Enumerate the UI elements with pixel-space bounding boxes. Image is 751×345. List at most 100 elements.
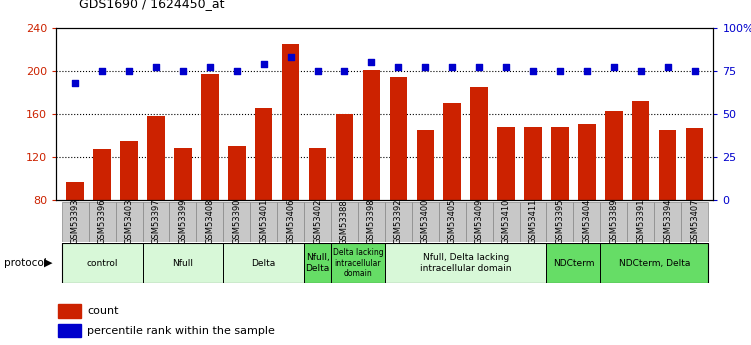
- Bar: [331, 243, 385, 283]
- Point: [96, 68, 108, 73]
- Bar: [466, 202, 493, 242]
- Bar: [497, 127, 515, 200]
- Bar: [493, 202, 520, 242]
- Bar: [551, 127, 569, 200]
- Text: GSM53410: GSM53410: [502, 199, 511, 244]
- Bar: [120, 141, 137, 200]
- Bar: [228, 146, 246, 200]
- Point: [473, 65, 485, 70]
- Bar: [470, 87, 488, 200]
- Point: [231, 68, 243, 73]
- Bar: [196, 202, 223, 242]
- Text: GSM53395: GSM53395: [556, 199, 565, 244]
- Point: [150, 65, 162, 70]
- Text: GSM53392: GSM53392: [394, 199, 403, 244]
- Bar: [62, 202, 89, 242]
- Text: GSM53409: GSM53409: [475, 199, 484, 244]
- Bar: [304, 243, 331, 283]
- Bar: [58, 304, 80, 317]
- Point: [635, 68, 647, 73]
- Text: control: control: [86, 258, 118, 268]
- Text: GSM53399: GSM53399: [179, 199, 188, 244]
- Bar: [255, 108, 273, 200]
- Bar: [277, 202, 304, 242]
- Bar: [93, 149, 111, 200]
- Bar: [600, 243, 708, 283]
- Bar: [385, 243, 547, 283]
- Bar: [681, 202, 708, 242]
- Bar: [659, 130, 677, 200]
- Text: GSM53391: GSM53391: [636, 199, 645, 244]
- Point: [446, 65, 458, 70]
- Text: GSM53400: GSM53400: [421, 199, 430, 244]
- Bar: [547, 243, 600, 283]
- Bar: [412, 202, 439, 242]
- Text: GDS1690 / 1624450_at: GDS1690 / 1624450_at: [79, 0, 225, 10]
- Point: [204, 65, 216, 70]
- Bar: [627, 202, 654, 242]
- Text: Nfull, Delta lacking
intracellular domain: Nfull, Delta lacking intracellular domai…: [420, 253, 511, 273]
- Bar: [417, 130, 434, 200]
- Bar: [304, 202, 331, 242]
- Point: [339, 68, 351, 73]
- Text: GSM53408: GSM53408: [205, 199, 214, 244]
- Bar: [174, 148, 192, 200]
- Bar: [390, 77, 407, 200]
- Point: [527, 68, 539, 73]
- Point: [662, 65, 674, 70]
- Text: ▶: ▶: [44, 258, 53, 268]
- Point: [581, 68, 593, 73]
- Point: [392, 65, 404, 70]
- Bar: [170, 202, 196, 242]
- Text: NDCterm, Delta: NDCterm, Delta: [619, 258, 690, 268]
- Text: GSM53402: GSM53402: [313, 199, 322, 244]
- Bar: [58, 324, 80, 337]
- Text: GSM53388: GSM53388: [340, 199, 349, 245]
- Bar: [605, 111, 623, 200]
- Bar: [520, 202, 547, 242]
- Bar: [385, 202, 412, 242]
- Bar: [578, 124, 596, 200]
- Text: count: count: [87, 306, 119, 316]
- Point: [69, 80, 81, 86]
- Text: percentile rank within the sample: percentile rank within the sample: [87, 326, 275, 336]
- Bar: [524, 127, 541, 200]
- Text: GSM53398: GSM53398: [367, 199, 376, 245]
- Text: GSM53397: GSM53397: [152, 199, 161, 245]
- Bar: [632, 101, 650, 200]
- Bar: [547, 202, 574, 242]
- Text: GSM53405: GSM53405: [448, 199, 457, 244]
- Text: GSM53390: GSM53390: [232, 199, 241, 244]
- Bar: [147, 116, 164, 200]
- Bar: [223, 202, 250, 242]
- Text: protocol: protocol: [4, 258, 47, 268]
- Point: [177, 68, 189, 73]
- Bar: [363, 70, 380, 200]
- Text: GSM53411: GSM53411: [529, 199, 538, 244]
- Bar: [282, 44, 300, 200]
- Bar: [201, 74, 219, 200]
- Text: GSM53407: GSM53407: [690, 199, 699, 244]
- Text: GSM53389: GSM53389: [609, 199, 618, 245]
- Text: Delta: Delta: [252, 258, 276, 268]
- Point: [366, 59, 378, 65]
- Bar: [336, 114, 353, 200]
- Text: GSM53396: GSM53396: [98, 199, 107, 245]
- Bar: [143, 202, 170, 242]
- Bar: [331, 202, 358, 242]
- Point: [258, 61, 270, 67]
- Bar: [66, 182, 84, 200]
- Point: [608, 65, 620, 70]
- Bar: [600, 202, 627, 242]
- Text: GSM53403: GSM53403: [125, 199, 134, 244]
- Text: Nfull: Nfull: [173, 258, 194, 268]
- Bar: [62, 243, 143, 283]
- Bar: [654, 202, 681, 242]
- Text: NDCterm: NDCterm: [553, 258, 594, 268]
- Bar: [143, 243, 223, 283]
- Bar: [89, 202, 116, 242]
- Bar: [250, 202, 277, 242]
- Point: [285, 54, 297, 60]
- Bar: [223, 243, 304, 283]
- Bar: [309, 148, 327, 200]
